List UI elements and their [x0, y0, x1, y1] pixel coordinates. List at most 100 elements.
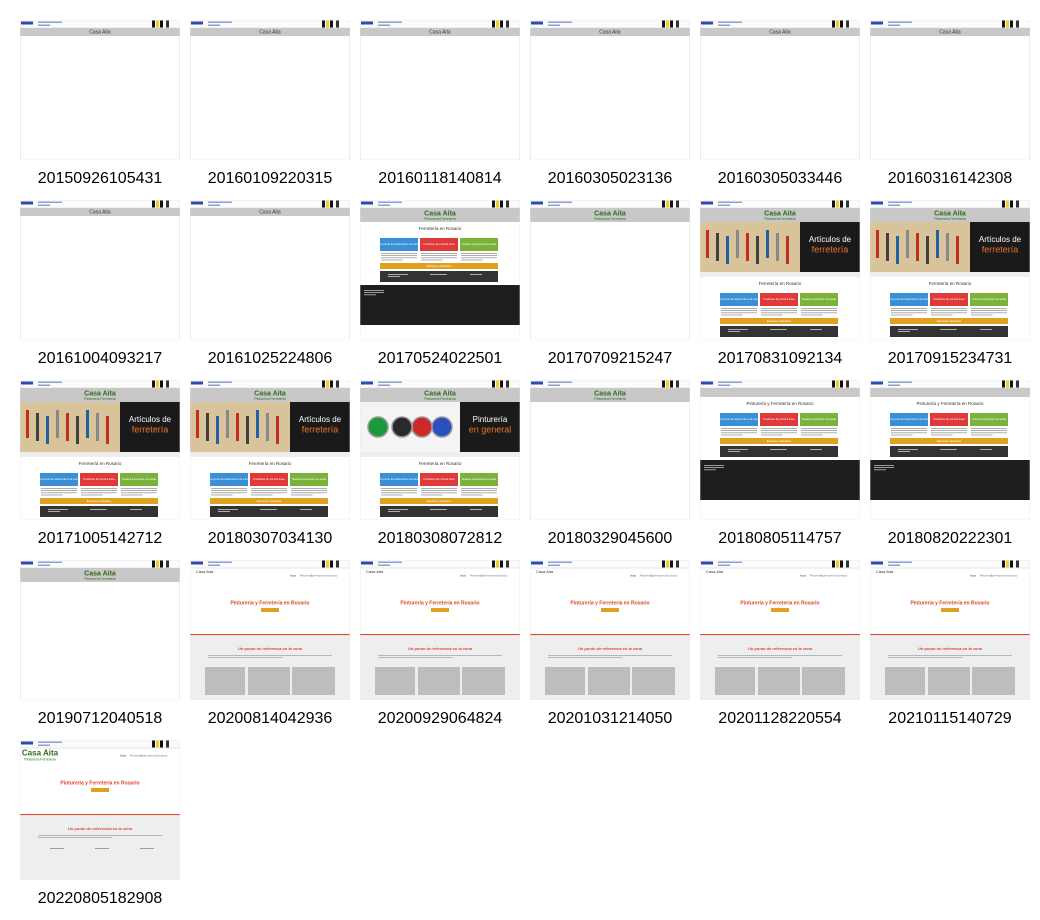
text-line	[931, 308, 967, 309]
tool	[906, 230, 909, 258]
site-header	[870, 208, 1030, 222]
tool	[216, 416, 219, 444]
toolbar-chart	[670, 200, 673, 208]
capture-timestamp: 20210115140729	[888, 710, 1011, 727]
site-tagline: Pinturería Ferretería	[84, 577, 116, 581]
toolbar-chart	[330, 380, 333, 388]
location-bar	[720, 318, 838, 324]
nav-link: Contacto	[157, 754, 168, 758]
hero-button[interactable]	[941, 608, 959, 612]
location-button: Estamos ubicados	[427, 499, 452, 503]
thumb-bg	[870, 20, 1030, 160]
snapshot-thumbnail[interactable]: Casa Aita	[190, 20, 350, 160]
tool	[266, 413, 269, 441]
toolbar	[20, 740, 180, 748]
nav-link: Qué hacemos	[141, 754, 158, 758]
toolbar-chart	[836, 20, 839, 28]
toolbar-url	[888, 381, 912, 383]
capture-timestamp: 20170709215247	[548, 350, 673, 367]
toolbar-logo	[701, 381, 713, 385]
hero-button[interactable]	[771, 608, 789, 612]
hero-button[interactable]	[601, 608, 619, 612]
site-header	[20, 208, 180, 216]
toolbar-url	[888, 384, 900, 386]
text-line	[971, 310, 1007, 311]
thumb-bg	[700, 20, 860, 160]
snapshot-thumbnail[interactable]: Pinturería y Ferretería en Rosario Un pun…	[700, 380, 860, 520]
nav-link: Inicio	[460, 574, 467, 578]
site-brand: Casa Aita	[196, 569, 214, 574]
text-line	[891, 314, 913, 316]
site-header	[360, 28, 520, 36]
toolbar-chart	[662, 560, 665, 568]
toolbar-chart	[156, 380, 159, 388]
snapshot-thumbnail[interactable]: Casa Aita	[360, 20, 520, 160]
feature-title: Un punto de referencia en la zona	[719, 417, 759, 421]
site-header	[870, 28, 1030, 36]
capture-timestamp: 20170831092134	[718, 350, 843, 367]
snapshot-thumbnail[interactable]: Casa Aita	[700, 20, 860, 160]
text-line	[971, 308, 1007, 309]
section-heading: Ferretería en Rosario	[249, 461, 292, 466]
snapshot-thumbnail[interactable]: Casa Aita	[530, 20, 690, 160]
toolbar-logo	[531, 201, 543, 205]
location-button: Estamos ubicados	[257, 499, 282, 503]
toolbar-chart	[1002, 200, 1005, 208]
text-line	[721, 432, 757, 434]
toolbar-chart	[496, 380, 499, 388]
text-line	[378, 655, 502, 656]
feature-title: Productos de primera línea	[83, 477, 115, 481]
section-heading: Un punto de referencia en la zona	[408, 646, 473, 651]
toolbar-chart	[1016, 380, 1019, 388]
snapshot-thumbnail[interactable]: Casa Aita	[20, 200, 180, 340]
snapshot-thumbnail[interactable]: Pinturería y Ferretería en Rosario Un pun…	[870, 380, 1030, 520]
hero-button[interactable]	[91, 788, 109, 792]
nav-link: Qué hacemos	[821, 574, 838, 578]
toolbar-url	[378, 561, 402, 563]
location-bar	[40, 498, 158, 504]
toolbar-chart	[666, 380, 669, 388]
text-line	[48, 509, 68, 510]
snapshot-thumbnail[interactable]: Casa Aita	[870, 20, 1030, 160]
hero-button[interactable]	[261, 608, 279, 612]
toolbar-chart	[666, 560, 669, 568]
text-line	[721, 310, 757, 311]
snapshot-thumbnail[interactable]: Casa Aita	[190, 200, 350, 340]
toolbar-chart	[670, 20, 673, 28]
toolbar-logo	[191, 21, 203, 25]
text-line	[430, 509, 447, 510]
text-line	[898, 449, 918, 450]
capture-timestamp: 20160316142308	[888, 170, 1013, 187]
feature-title: Un punto de referencia en la zona	[209, 477, 249, 481]
text-line	[388, 274, 408, 275]
toolbar-url	[888, 24, 900, 26]
toolbar-url	[548, 201, 572, 203]
toolbar-chart	[152, 20, 155, 28]
toolbar-chart	[322, 380, 325, 388]
snapshot-thumbnail[interactable]: Casa Aita	[20, 20, 180, 160]
hero-button[interactable]	[431, 608, 449, 612]
toolbar-url	[38, 204, 50, 206]
text-line	[728, 449, 748, 450]
toolbar-url	[208, 24, 220, 26]
feature-box	[380, 473, 418, 486]
toolbar-chart	[330, 200, 333, 208]
toolbar-chart	[662, 20, 665, 28]
toolbar-chart	[1010, 560, 1013, 568]
toolbar-logo	[701, 201, 713, 205]
